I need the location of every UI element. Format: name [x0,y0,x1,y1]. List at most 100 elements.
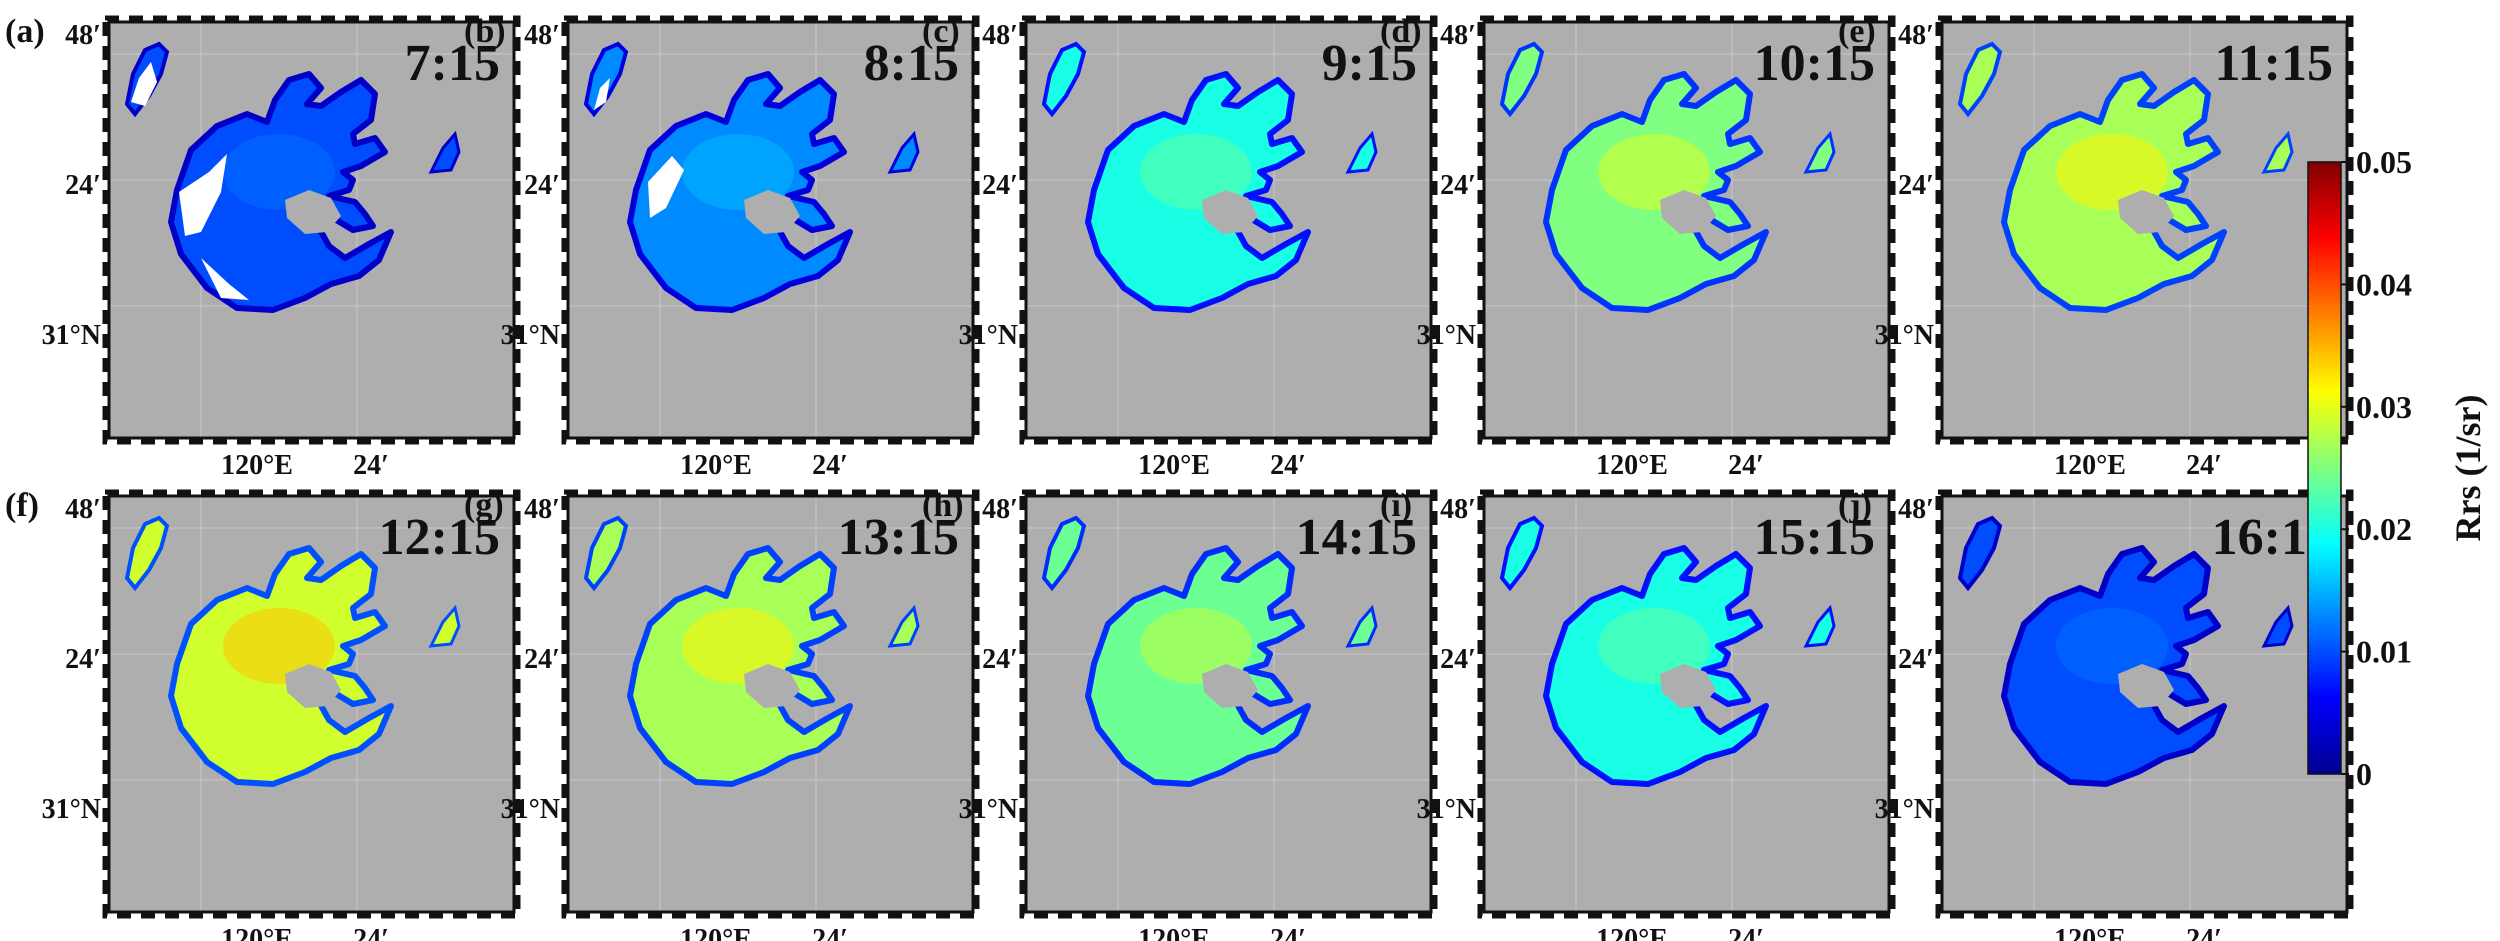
panel-time: 7:15 [405,35,500,92]
map-frame [566,20,975,440]
panel-time: 9:15 [1322,35,1417,92]
latitude-tick-label: 31°N [959,320,1018,351]
map-frame-ticks [102,489,521,919]
small-lake-east [1803,604,1836,648]
small-lake-northwest [1041,515,1087,592]
no-data-mask [201,258,249,300]
latitude-tick-label: 31°N [501,320,560,351]
map-frame-ticks [561,15,980,445]
lake-island [744,190,800,234]
map-frame-ticks [561,489,980,919]
map-frame [1482,494,1891,914]
panel-time: 13:15 [838,509,959,566]
map-panel: (a) 7:15 48′ 24′ 31°N 120°E 24′ [5,13,521,481]
map-frame-ticks [1935,15,2354,445]
latitude-tick-label: 24′ [524,644,560,675]
panel-letter: (f) [5,487,39,524]
longitude-tick-label: 120°E [1596,450,1668,481]
latitude-tick-label: 24′ [524,170,560,201]
latitude-tick-label: 24′ [65,644,101,675]
longitude-tick-label: 120°E [221,924,293,941]
latitude-tick-label: 48′ [524,494,560,525]
no-data-mask [594,78,610,110]
longitude-tick-label: 24′ [1728,450,1764,481]
map-frame-ticks [1477,489,1896,919]
latitude-tick-label: 24′ [1898,170,1934,201]
map-panel: (d) 10:15 48′ 24′ 31°N 120°E 24′ [1380,13,1896,481]
longitude-tick-label: 120°E [1596,924,1668,941]
colorbar-ticks: 0.05 0.04 0.03 0.02 0.01 0 [2341,144,2412,792]
panel-letter: (a) [5,13,45,50]
latitude-tick-label: 24′ [1898,644,1934,675]
small-lake-northwest [1041,41,1087,118]
small-lake-northwest [1499,41,1545,118]
map-panel: (f) 12:15 48′ 24′ 31°N 120°E 24′ [5,487,521,941]
map-frame [107,494,516,914]
latitude-tick-label: 24′ [982,644,1018,675]
map-panel: (i) 15:15 48′ 24′ 31°N 120°E 24′ [1380,487,1896,941]
lake-island [1202,664,1258,708]
no-data-mask [131,62,157,106]
latitude-tick-label: 24′ [65,170,101,201]
panel-time: 11:15 [2215,35,2333,92]
lake-island [1202,190,1258,234]
panel-letter: (h) [922,487,964,524]
latitude-tick-label: 48′ [1440,20,1476,51]
panel-letter: (i) [1380,487,1412,524]
latitude-tick-label: 48′ [1898,494,1934,525]
longitude-tick-label: 24′ [1270,924,1306,941]
longitude-tick-label: 24′ [2186,450,2222,481]
colorbar-tick-label: 0.03 [2356,389,2412,425]
small-lake-northwest [583,41,629,118]
latitude-tick-label: 48′ [982,20,1018,51]
latitude-tick-label: 31°N [501,794,560,825]
colorbar-tick-label: 0 [2356,756,2372,792]
longitude-tick-label: 120°E [1138,924,1210,941]
map-frame [1024,494,1433,914]
colorbar-scale [2307,161,2342,775]
longitude-tick-label: 24′ [1728,924,1764,941]
latitude-tick-label: 31°N [42,320,101,351]
longitude-tick-label: 24′ [1270,450,1306,481]
small-lake-east [887,130,920,174]
longitude-tick-label: 120°E [2054,924,2126,941]
latitude-tick-label: 31°N [42,794,101,825]
small-lake-east [2261,130,2294,174]
lake-island [1660,664,1716,708]
lake-island [2118,190,2174,234]
latitude-tick-label: 48′ [524,20,560,51]
latitude-tick-label: 31°N [1417,320,1476,351]
small-lake-northwest [124,515,170,592]
map-frame-ticks [102,15,521,445]
map-frame-ticks [1935,489,2354,919]
no-data-mask [179,154,227,236]
small-lake-east [428,130,461,174]
latitude-tick-label: 48′ [1898,20,1934,51]
latitude-tick-label: 24′ [1440,644,1476,675]
colorbar-tick-label: 0.01 [2356,634,2412,670]
panel-time: 10:15 [1754,35,1875,92]
panel-letter: (g) [464,487,504,524]
small-lake-northwest [583,515,629,592]
map-frame-ticks [1477,15,1896,445]
panel-letter: (j) [1838,487,1872,524]
longitude-tick-label: 120°E [2054,450,2126,481]
map-panel: (e) 11:15 48′ 24′ 31°N 120°E 24′ [1838,13,2354,481]
panel-time: 14:15 [1296,509,1417,566]
latitude-tick-label: 48′ [65,494,101,525]
latitude-tick-label: 48′ [65,20,101,51]
colorbar-tick-label: 0.05 [2356,144,2412,180]
latitude-tick-label: 48′ [982,494,1018,525]
map-frame [566,494,975,914]
latitude-tick-label: 31°N [1875,794,1934,825]
map-panel: (b) 8:15 48′ 24′ 31°N 120°E 24′ [464,13,980,481]
panel-letter: (e) [1838,13,1876,50]
panel-letter: (c) [922,13,960,50]
small-lake-northwest [1957,41,2003,118]
lake-island [744,664,800,708]
map-frame [1940,494,2349,914]
small-lake-east [428,604,461,648]
lake-island [285,664,341,708]
